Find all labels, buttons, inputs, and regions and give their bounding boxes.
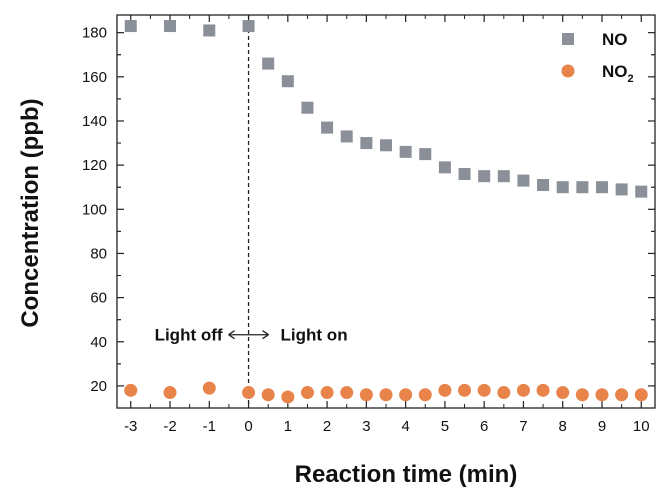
legend-marker-no2 <box>561 64 575 78</box>
arrow-head-left <box>228 330 235 340</box>
legend-label-no: NO <box>602 30 628 49</box>
y-tick-label: 80 <box>90 245 107 262</box>
x-tick-label: 10 <box>633 418 650 435</box>
x-tick-label: 3 <box>362 418 370 435</box>
light-off-label: Light off <box>155 326 223 345</box>
data-point-no2 <box>556 386 570 400</box>
data-point-no2 <box>163 386 177 400</box>
data-point-no2 <box>516 383 530 397</box>
data-point-no <box>301 101 314 114</box>
y-tick-label: 100 <box>82 201 107 218</box>
data-point-no <box>124 20 137 33</box>
light-on-label: Light on <box>281 326 348 345</box>
data-point-no <box>438 161 451 174</box>
data-point-no2 <box>418 388 432 402</box>
data-point-no <box>556 181 569 194</box>
data-point-no2 <box>242 386 256 400</box>
data-point-no2 <box>615 388 629 402</box>
legend-subscript: 2 <box>628 73 634 85</box>
data-point-no <box>517 174 530 187</box>
data-point-no <box>203 24 216 37</box>
data-point-no <box>340 130 353 143</box>
data-point-no2 <box>536 383 550 397</box>
data-point-no2 <box>340 386 354 400</box>
data-point-no2 <box>634 388 648 402</box>
data-point-no <box>360 137 373 150</box>
y-tick-label: 40 <box>90 334 107 351</box>
plot-frame <box>116 14 656 409</box>
data-point-no2 <box>320 386 334 400</box>
y-tick-label: 180 <box>82 25 107 42</box>
data-point-no2 <box>202 381 216 395</box>
data-point-no <box>321 121 334 134</box>
x-tick-label: 0 <box>244 418 252 435</box>
data-point-no2 <box>477 383 491 397</box>
y-axis-title: Concentration (ppb) <box>17 98 44 327</box>
data-point-no <box>281 75 294 88</box>
data-point-no2 <box>281 390 295 404</box>
data-point-no <box>615 183 628 196</box>
legend-marker-no <box>562 33 574 45</box>
x-tick-label: 5 <box>441 418 449 435</box>
y-tick-label: 160 <box>82 69 107 86</box>
arrow-head-right <box>262 330 269 340</box>
data-point-no <box>635 185 648 198</box>
data-point-no2 <box>359 388 373 402</box>
x-tick-label: 7 <box>519 418 527 435</box>
data-point-no <box>458 167 471 180</box>
x-tick-label: -3 <box>124 418 137 435</box>
y-tick-label: 60 <box>90 290 107 307</box>
data-point-no2 <box>261 388 275 402</box>
x-tick-label: -1 <box>203 418 216 435</box>
x-tick-label: 1 <box>284 418 292 435</box>
y-tick-label: 140 <box>82 113 107 130</box>
data-point-no <box>380 139 392 152</box>
data-point-no2 <box>300 386 314 400</box>
x-tick-label: 4 <box>401 418 409 435</box>
y-tick-label: 120 <box>82 157 107 174</box>
data-point-no2 <box>399 388 413 402</box>
data-point-no2 <box>575 388 589 402</box>
x-axis-title: Reaction time (min) <box>295 461 518 488</box>
legend-label-no2: NO2 <box>602 62 634 85</box>
data-point-no2 <box>497 386 511 400</box>
x-tick-label: 6 <box>480 418 488 435</box>
data-point-no <box>595 181 608 194</box>
data-point-no <box>419 148 432 161</box>
data-point-no <box>262 57 275 70</box>
data-point-no <box>399 145 412 158</box>
x-tick-label: 2 <box>323 418 331 435</box>
data-point-no2 <box>438 383 452 397</box>
data-point-no2 <box>379 388 393 402</box>
x-tick-label: 9 <box>598 418 606 435</box>
data-point-no <box>242 20 255 33</box>
data-point-no <box>164 20 177 33</box>
x-tick-label: 8 <box>559 418 567 435</box>
data-point-no <box>478 170 491 183</box>
x-tick-label: -2 <box>163 418 176 435</box>
data-point-no2 <box>595 388 609 402</box>
data-point-no <box>497 170 510 183</box>
data-point-no <box>576 181 589 194</box>
data-point-no2 <box>458 383 472 397</box>
data-point-no <box>537 179 550 192</box>
y-tick-label: 20 <box>90 378 107 395</box>
data-point-no2 <box>124 383 138 397</box>
